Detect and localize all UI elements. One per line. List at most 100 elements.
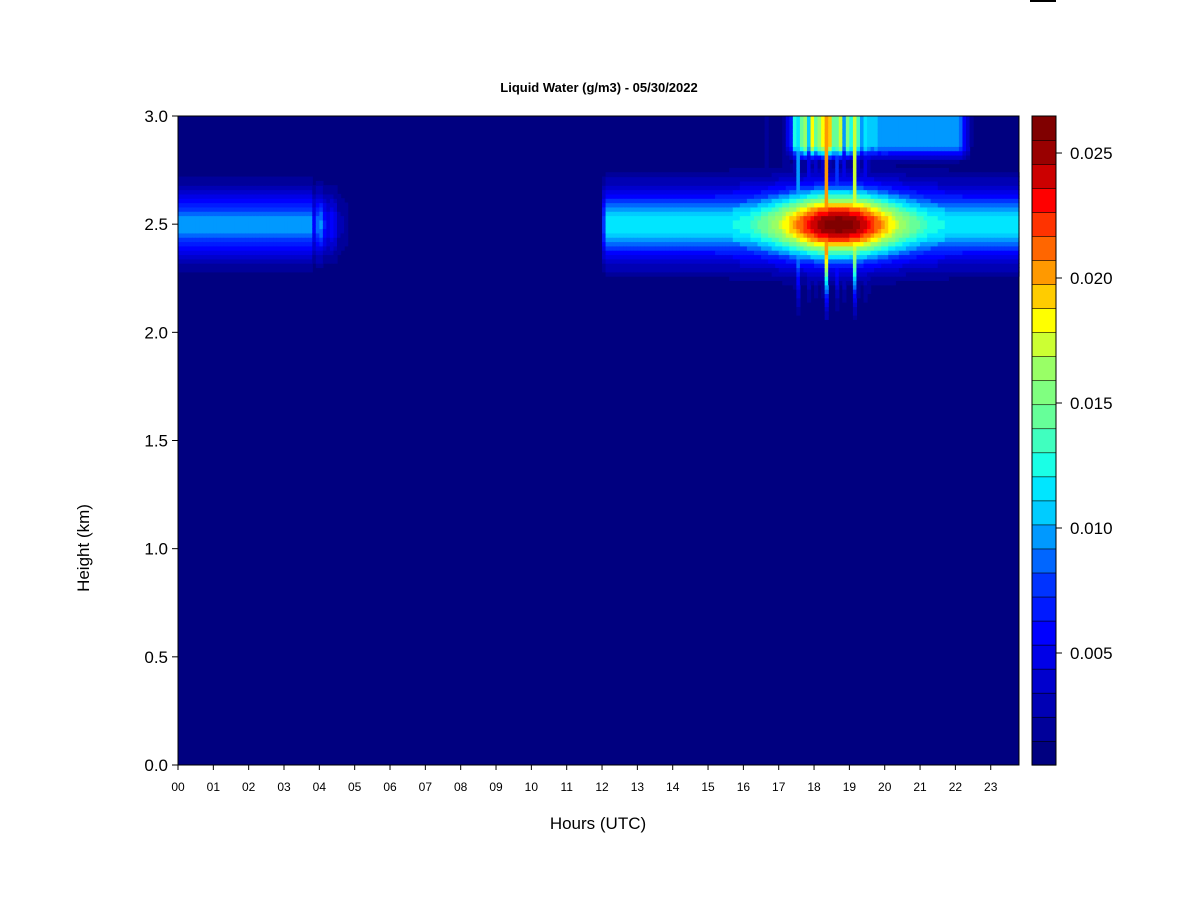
- heatmap-cell: [669, 267, 674, 273]
- heatmap-cell: [284, 193, 289, 199]
- heatmap-cell: [912, 215, 918, 221]
- heatmap-cell: [672, 241, 677, 247]
- heatmap-cell: [259, 254, 264, 260]
- heatmap-cell: [810, 154, 815, 160]
- heatmap-cell: [761, 224, 766, 230]
- heatmap-cell: [983, 206, 988, 212]
- heatmap-cell: [814, 176, 819, 182]
- plot-area: [178, 116, 1020, 765]
- heatmap-cell: [782, 120, 787, 126]
- heatmap-cell: [768, 176, 773, 182]
- heatmap-cell: [859, 146, 865, 152]
- heatmap-cell: [831, 193, 836, 199]
- heatmap-cell: [810, 263, 815, 269]
- heatmap-cell: [750, 258, 755, 264]
- heatmap-cell: [884, 202, 889, 208]
- heatmap-cell: [771, 215, 776, 221]
- heatmap-cell: [852, 189, 858, 195]
- heatmap-cell: [803, 120, 808, 126]
- heatmap-cell: [845, 185, 850, 191]
- heatmap-cell: [997, 198, 1002, 204]
- heatmap-cell: [902, 141, 907, 147]
- heatmap-cell: [266, 237, 271, 243]
- heatmap-cell: [856, 228, 861, 234]
- heatmap-cell: [206, 232, 211, 238]
- heatmap-cell: [941, 241, 946, 247]
- heatmap-cell: [732, 202, 737, 208]
- heatmap-cell: [711, 206, 716, 212]
- heatmap-cell: [990, 263, 995, 269]
- x-tick-label: 01: [207, 780, 221, 794]
- heatmap-cell: [722, 245, 727, 251]
- heatmap-cell: [626, 258, 631, 264]
- heatmap-cell: [223, 237, 229, 243]
- heatmap-cell: [958, 176, 964, 182]
- heatmap-cell: [220, 211, 225, 217]
- heatmap-cell: [835, 276, 840, 282]
- heatmap-cell: [902, 224, 907, 230]
- heatmap-cell: [796, 211, 801, 217]
- heatmap-cell: [934, 150, 939, 156]
- heatmap-cell: [973, 176, 978, 182]
- heatmap-cell: [1001, 185, 1006, 191]
- heatmap-cell: [958, 116, 964, 121]
- heatmap-cell: [195, 267, 200, 273]
- heatmap-cell: [870, 198, 875, 204]
- heatmap-cell: [704, 258, 709, 264]
- heatmap-cell: [315, 228, 320, 234]
- heatmap-cell: [637, 224, 642, 230]
- heatmap-cell: [329, 219, 335, 225]
- heatmap-cell: [195, 206, 200, 212]
- heatmap-cell: [923, 202, 928, 208]
- heatmap-cell: [930, 250, 935, 256]
- heatmap-cell: [679, 172, 684, 178]
- heatmap-cell: [874, 120, 879, 126]
- heatmap-cell: [962, 206, 967, 212]
- heatmap-cell: [927, 237, 932, 243]
- heatmap-cell: [725, 271, 730, 277]
- heatmap-cell: [905, 193, 911, 199]
- heatmap-cell: [1001, 263, 1006, 269]
- heatmap-cell: [633, 219, 638, 225]
- heatmap-cell: [973, 193, 978, 199]
- heatmap-cell: [962, 146, 967, 152]
- heatmap-cell: [803, 198, 808, 204]
- heatmap-cell: [948, 219, 953, 225]
- heatmap-cell: [944, 241, 949, 247]
- heatmap-cell: [616, 215, 621, 221]
- heatmap-cell: [955, 263, 960, 269]
- heatmap-cell: [867, 163, 872, 169]
- heatmap-cell: [284, 211, 289, 217]
- heatmap-cell: [1011, 254, 1017, 260]
- heatmap-cell: [294, 211, 299, 217]
- heatmap-cell: [255, 224, 260, 230]
- heatmap-cell: [920, 276, 925, 282]
- heatmap-cell: [280, 215, 285, 221]
- heatmap-cell: [655, 176, 660, 182]
- heatmap-cell: [305, 224, 310, 230]
- heatmap-cell: [644, 198, 649, 204]
- heatmap-cell: [683, 241, 688, 247]
- heatmap-cell: [718, 258, 723, 264]
- heatmap-cell: [916, 254, 921, 260]
- heatmap-cell: [213, 180, 218, 186]
- heatmap-cell: [690, 215, 695, 221]
- heatmap-cell: [188, 180, 193, 186]
- heatmap-cell: [884, 163, 889, 169]
- x-tick-label: 03: [277, 780, 291, 794]
- heatmap-cell: [920, 137, 925, 143]
- heatmap-cell: [969, 267, 974, 273]
- heatmap-cell: [891, 263, 896, 269]
- heatmap-cell: [294, 180, 299, 186]
- heatmap-cell: [824, 133, 829, 139]
- heatmap-cell: [775, 271, 780, 277]
- heatmap-cell: [792, 284, 797, 290]
- heatmap-cell: [920, 254, 925, 260]
- heatmap-cell: [216, 198, 221, 204]
- heatmap-cell: [276, 241, 282, 247]
- heatmap-cell: [213, 198, 218, 204]
- heatmap-cell: [824, 206, 829, 212]
- heatmap-cell: [898, 241, 903, 247]
- heatmap-cell: [672, 215, 677, 221]
- heatmap-cell: [329, 254, 335, 260]
